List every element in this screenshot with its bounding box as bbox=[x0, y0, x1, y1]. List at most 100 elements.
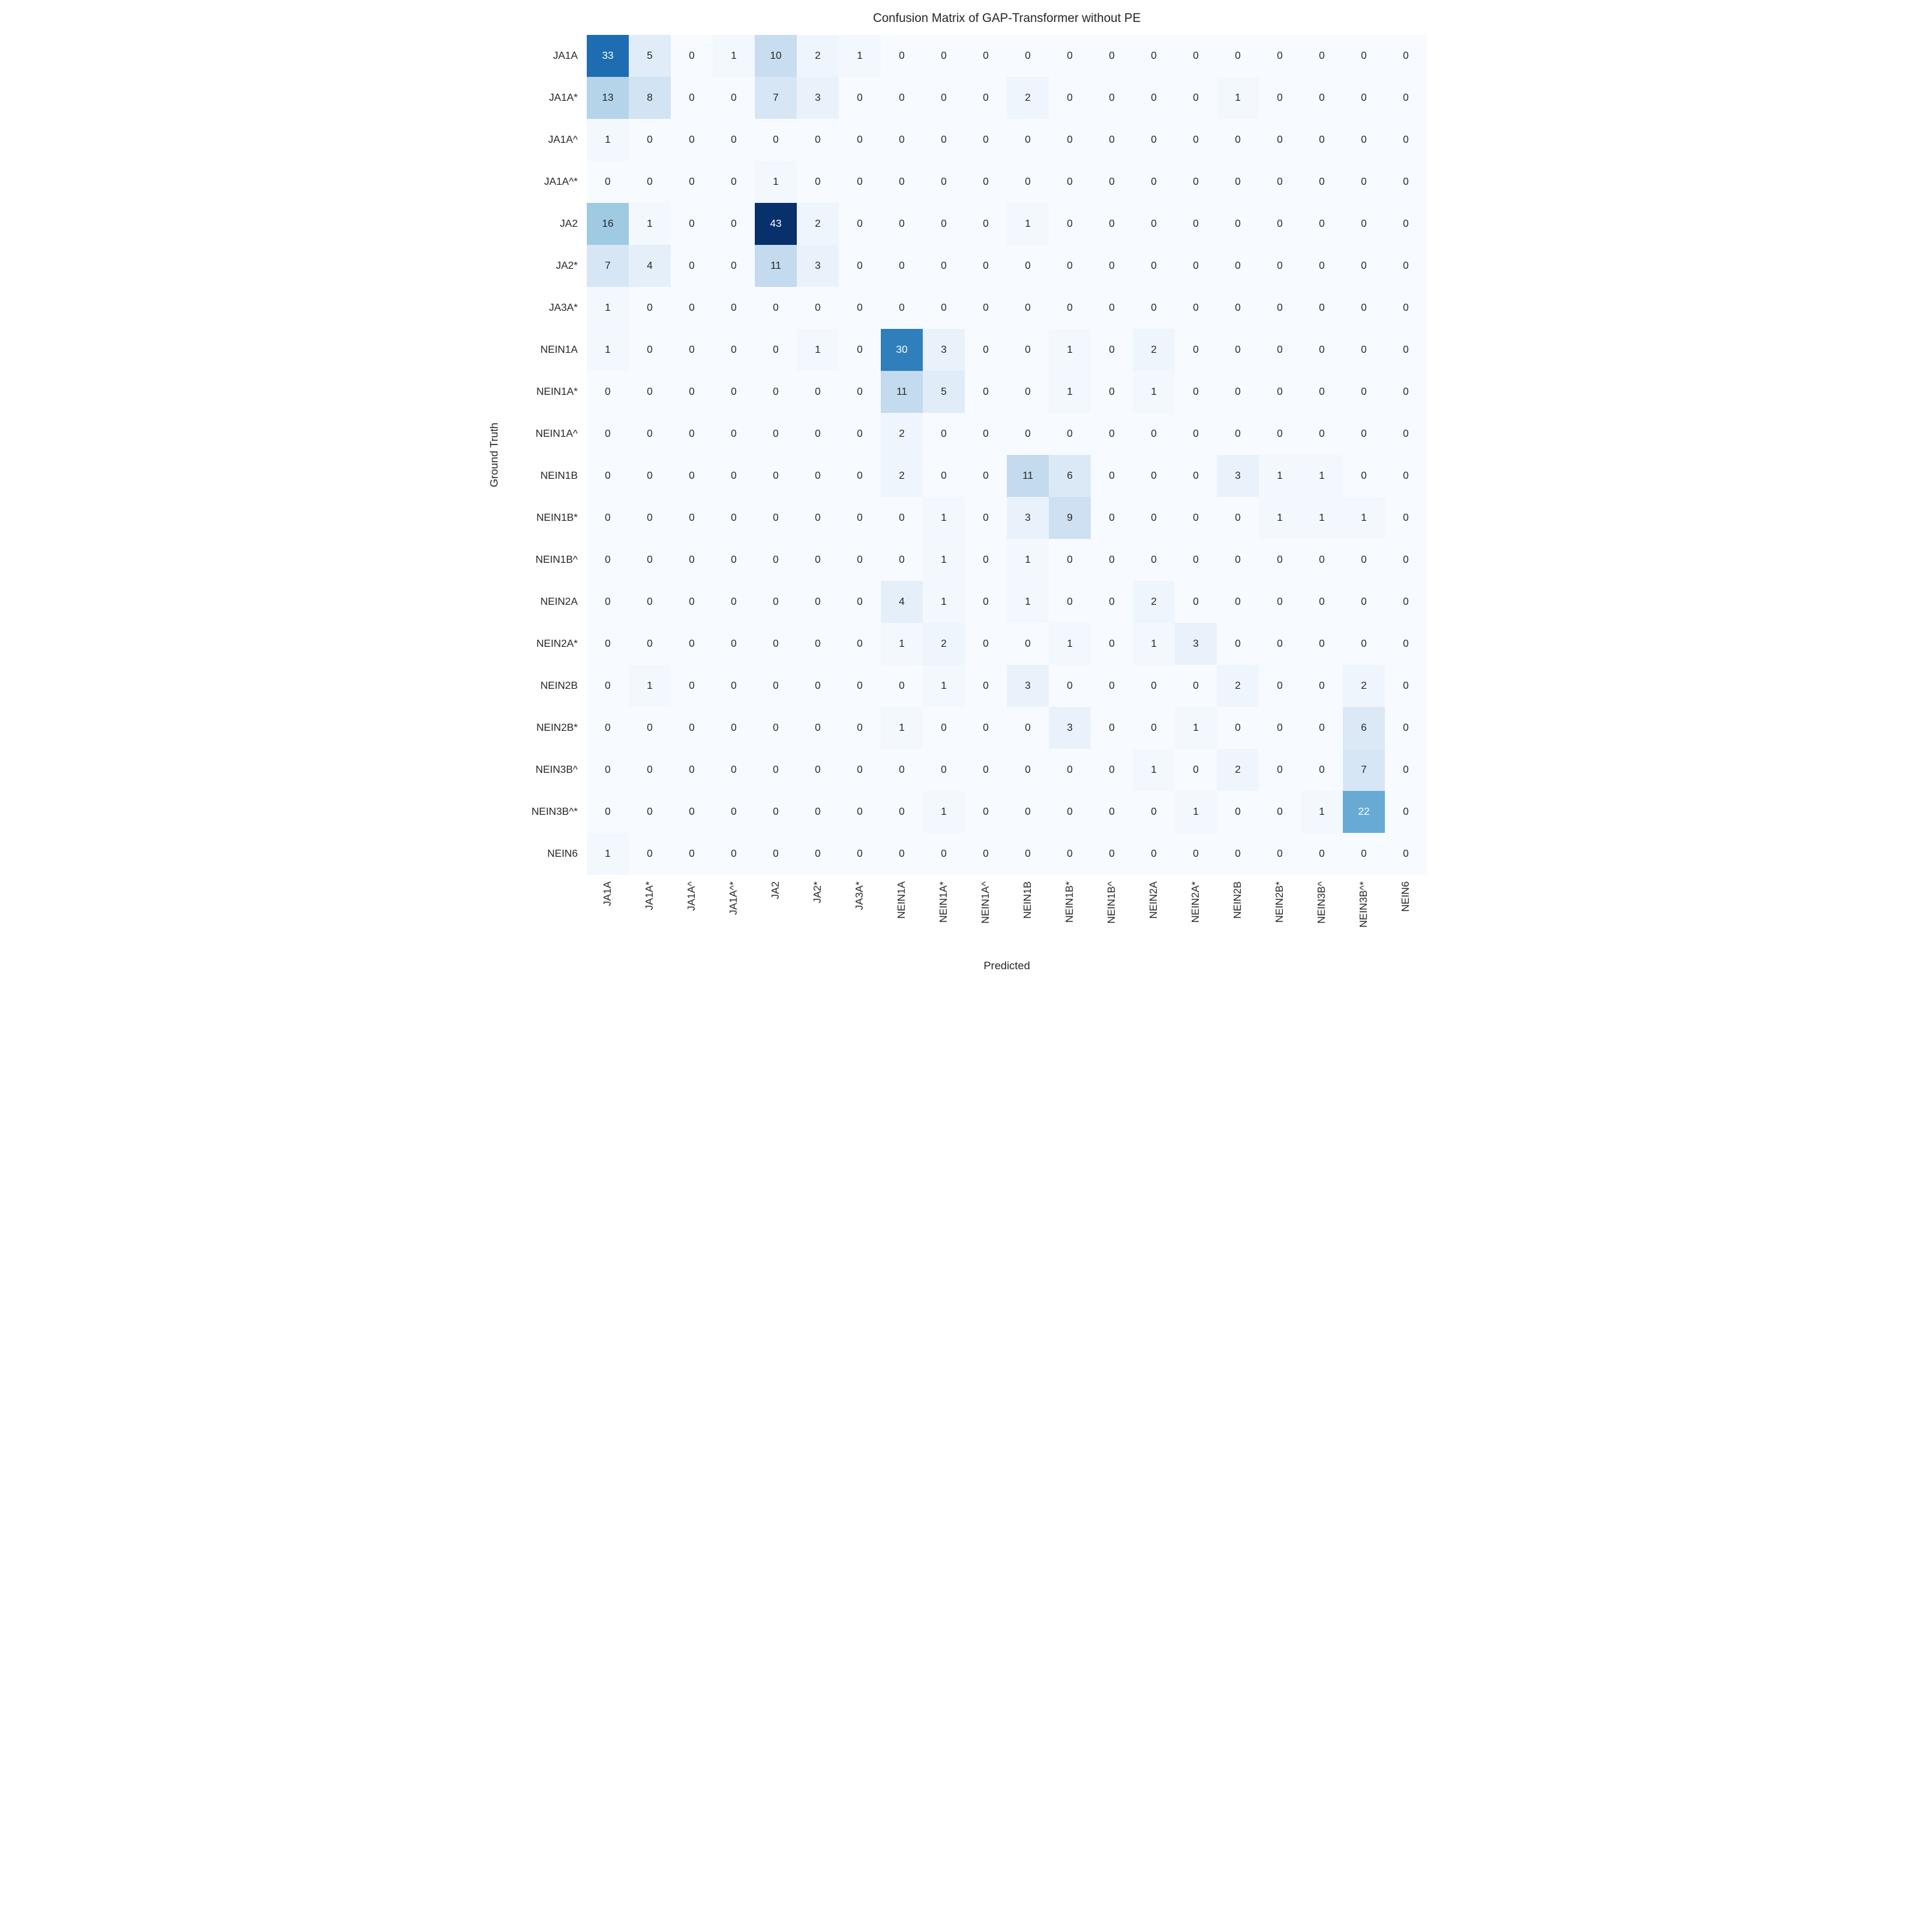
heatmap-cell: 0 bbox=[1301, 707, 1343, 749]
heatmap-cell: 1 bbox=[1301, 791, 1343, 833]
heatmap-cell: 0 bbox=[629, 413, 671, 455]
heatmap-cell: 0 bbox=[671, 161, 713, 203]
heatmap-cell: 2 bbox=[1007, 77, 1049, 119]
heatmap-cell: 0 bbox=[1175, 77, 1217, 119]
heatmap-cell: 0 bbox=[797, 371, 839, 413]
heatmap-cell: 0 bbox=[1049, 665, 1091, 707]
heatmap-cell: 0 bbox=[1343, 581, 1385, 623]
heatmap-cell: 0 bbox=[1385, 581, 1427, 623]
heatmap-cell: 0 bbox=[797, 791, 839, 833]
heatmap-cell: 0 bbox=[797, 413, 839, 455]
heatmap-cell: 0 bbox=[629, 707, 671, 749]
heatmap-cell: 0 bbox=[839, 119, 881, 161]
heatmap-cell: 0 bbox=[923, 35, 965, 77]
heatmap-cell: 0 bbox=[755, 707, 797, 749]
heatmap-cell: 0 bbox=[1007, 833, 1049, 875]
heatmap-cell: 0 bbox=[671, 371, 713, 413]
heatmap-cell: 0 bbox=[671, 35, 713, 77]
heatmap-cell: 0 bbox=[1091, 119, 1133, 161]
heatmap-cell: 0 bbox=[1343, 119, 1385, 161]
heatmap-cell: 0 bbox=[1133, 161, 1175, 203]
heatmap-cell: 0 bbox=[797, 497, 839, 539]
y-tick-label: JA1A bbox=[553, 50, 578, 61]
heatmap-cell: 1 bbox=[587, 329, 629, 371]
heatmap-cell: 7 bbox=[587, 245, 629, 287]
heatmap-cell: 3 bbox=[1049, 707, 1091, 749]
x-tick-label: JA2 bbox=[770, 881, 781, 899]
heatmap-cell: 0 bbox=[923, 77, 965, 119]
heatmap-cell: 1 bbox=[797, 329, 839, 371]
y-tick-label: NEIN1A bbox=[540, 344, 578, 355]
heatmap-cell: 0 bbox=[1091, 35, 1133, 77]
heatmap-cell: 0 bbox=[1175, 665, 1217, 707]
heatmap-cell: 3 bbox=[797, 77, 839, 119]
heatmap-cell: 0 bbox=[965, 119, 1007, 161]
heatmap-cell: 0 bbox=[713, 665, 755, 707]
heatmap-cell: 0 bbox=[1343, 203, 1385, 245]
heatmap-cell: 0 bbox=[1175, 245, 1217, 287]
heatmap-cell: 0 bbox=[1259, 245, 1301, 287]
heatmap-cell: 1 bbox=[923, 581, 965, 623]
heatmap-cell: 0 bbox=[1385, 539, 1427, 581]
heatmap-cell: 0 bbox=[671, 623, 713, 665]
heatmap-cell: 0 bbox=[839, 581, 881, 623]
heatmap-cell: 0 bbox=[1091, 833, 1133, 875]
heatmap-cell: 0 bbox=[1217, 371, 1259, 413]
heatmap-cell: 1 bbox=[587, 287, 629, 329]
heatmap-cell: 2 bbox=[1133, 581, 1175, 623]
heatmap-cell: 0 bbox=[965, 791, 1007, 833]
heatmap-cell: 0 bbox=[965, 497, 1007, 539]
heatmap-cell: 1 bbox=[1049, 371, 1091, 413]
y-tick-label: NEIN1A* bbox=[536, 386, 578, 397]
heatmap-cell: 0 bbox=[671, 413, 713, 455]
heatmap-cell: 0 bbox=[923, 245, 965, 287]
heatmap-cell: 0 bbox=[671, 203, 713, 245]
heatmap-cell: 0 bbox=[1091, 245, 1133, 287]
x-tick-label: NEIN2A bbox=[1148, 881, 1159, 919]
heatmap-cell: 4 bbox=[881, 581, 923, 623]
y-tick-label: NEIN2B* bbox=[536, 722, 578, 733]
heatmap-cell: 2 bbox=[1217, 665, 1259, 707]
heatmap-cell: 0 bbox=[1175, 581, 1217, 623]
heatmap-cell: 0 bbox=[839, 749, 881, 791]
heatmap-cell: 0 bbox=[1175, 833, 1217, 875]
heatmap-cell: 0 bbox=[1091, 791, 1133, 833]
heatmap-cell: 0 bbox=[881, 497, 923, 539]
heatmap-cell: 0 bbox=[881, 77, 923, 119]
heatmap-cell: 1 bbox=[587, 119, 629, 161]
heatmap-cell: 0 bbox=[1259, 203, 1301, 245]
heatmap-cell: 0 bbox=[923, 833, 965, 875]
heatmap-cell: 0 bbox=[1175, 497, 1217, 539]
heatmap-cell: 0 bbox=[881, 791, 923, 833]
heatmap-cell: 0 bbox=[1007, 749, 1049, 791]
heatmap-cell: 1 bbox=[1175, 707, 1217, 749]
heatmap-cell: 0 bbox=[839, 203, 881, 245]
heatmap-cell: 0 bbox=[671, 119, 713, 161]
heatmap-cell: 33 bbox=[587, 35, 629, 77]
heatmap-cell: 0 bbox=[1385, 749, 1427, 791]
heatmap-cell: 0 bbox=[1133, 791, 1175, 833]
heatmap-cell: 0 bbox=[671, 665, 713, 707]
heatmap-cell: 0 bbox=[1049, 119, 1091, 161]
heatmap-cell: 11 bbox=[881, 371, 923, 413]
heatmap-cell: 0 bbox=[755, 623, 797, 665]
heatmap-cell: 0 bbox=[671, 707, 713, 749]
heatmap-cell: 1 bbox=[1175, 791, 1217, 833]
heatmap-cell: 1 bbox=[713, 35, 755, 77]
heatmap-cell: 0 bbox=[1049, 539, 1091, 581]
x-tick-label: JA1A* bbox=[644, 881, 655, 910]
heatmap-cell: 3 bbox=[923, 329, 965, 371]
heatmap-cell: 0 bbox=[671, 539, 713, 581]
x-tick-labels: JA1A JA1A* JA1A^ JA1A^* JA2 JA2* JA3A* NEIN1A NE… bbox=[587, 875, 1427, 956]
heatmap-cell: 0 bbox=[839, 329, 881, 371]
heatmap-cell: 0 bbox=[965, 77, 1007, 119]
heatmap-cell: 0 bbox=[1091, 539, 1133, 581]
heatmap-cell: 0 bbox=[587, 581, 629, 623]
heatmap-cell: 0 bbox=[965, 623, 1007, 665]
heatmap-cell: 0 bbox=[1385, 203, 1427, 245]
heatmap-cell: 0 bbox=[1049, 749, 1091, 791]
heatmap-cell: 0 bbox=[1259, 539, 1301, 581]
heatmap-cell: 0 bbox=[755, 833, 797, 875]
heatmap-cell: 0 bbox=[629, 455, 671, 497]
heatmap-cell: 0 bbox=[1259, 413, 1301, 455]
